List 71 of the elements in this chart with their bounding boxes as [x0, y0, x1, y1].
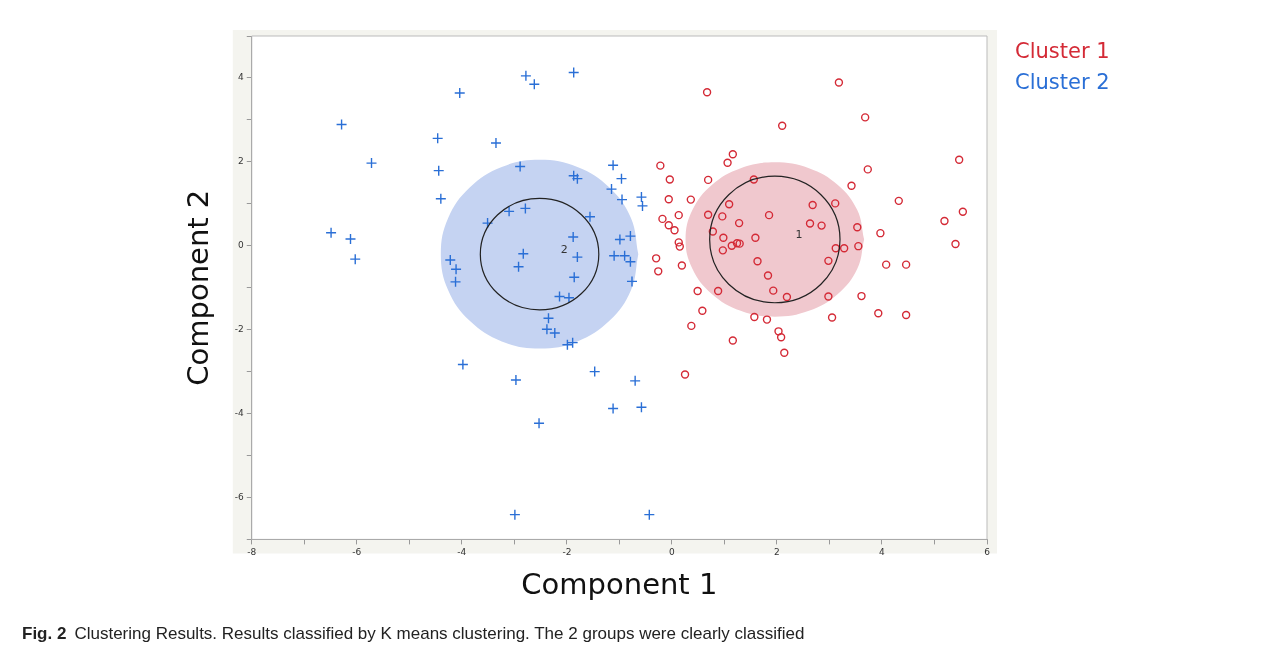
point	[512, 261, 525, 273]
x-tick-label: 6	[984, 547, 991, 558]
point	[571, 251, 584, 263]
point	[629, 375, 641, 387]
point	[365, 157, 378, 169]
point	[517, 248, 529, 260]
point	[643, 508, 656, 521]
point	[503, 205, 515, 218]
point	[344, 233, 357, 245]
point	[571, 172, 584, 185]
point	[449, 276, 462, 288]
point	[510, 374, 522, 386]
x-tick-label: 4	[879, 547, 886, 558]
point	[444, 254, 456, 266]
x-tick-label: 0	[669, 547, 676, 558]
point	[533, 417, 545, 429]
series-label: 1	[795, 228, 803, 242]
point	[568, 169, 580, 182]
point	[325, 227, 337, 239]
point	[636, 200, 649, 212]
text: Cluster 1	[1015, 38, 1110, 65]
point	[563, 292, 575, 304]
point	[624, 230, 637, 242]
point	[509, 508, 521, 521]
point	[520, 70, 532, 82]
point	[626, 275, 638, 288]
point	[608, 250, 620, 262]
y-tick-label: 2	[238, 156, 244, 167]
text: Clustering Results. Results classified by K means clustering. The 2 groups were clearly classified	[74, 624, 805, 643]
point	[490, 137, 502, 149]
point	[615, 172, 628, 185]
point	[553, 290, 566, 303]
point	[614, 233, 626, 246]
series-label: 2	[560, 243, 568, 256]
x-tick-label: 2	[774, 547, 780, 558]
point	[457, 358, 469, 371]
point	[635, 191, 648, 203]
y-tick-label: 4	[238, 72, 245, 83]
y-tick-label: -6	[234, 491, 245, 502]
point	[605, 183, 618, 195]
point	[435, 193, 447, 205]
caption: Fig. 2	[22, 624, 67, 643]
point	[514, 160, 526, 173]
x-tick-label: -8	[247, 547, 257, 558]
text: Cluster 2	[1015, 69, 1110, 96]
point	[335, 118, 348, 131]
point	[635, 401, 648, 413]
x-axis-title: Component 1	[521, 567, 718, 602]
y-tick-label: -4	[234, 407, 245, 418]
point	[589, 365, 601, 378]
point	[568, 271, 580, 283]
point	[519, 202, 532, 215]
point	[450, 263, 462, 275]
point	[454, 87, 466, 99]
point	[568, 66, 580, 79]
point	[349, 253, 361, 265]
point	[433, 164, 445, 177]
y-axis-title: Component 2	[180, 189, 215, 386]
x-tick-label: -4	[457, 547, 467, 558]
point	[542, 312, 555, 325]
point	[607, 402, 619, 415]
point	[584, 211, 596, 223]
point	[567, 231, 579, 243]
x-tick-label: -6	[352, 547, 362, 558]
x-tick-label: -2	[562, 547, 572, 558]
point	[431, 132, 444, 145]
point	[616, 193, 628, 206]
point	[607, 159, 619, 171]
y-tick-label: -2	[234, 323, 244, 334]
point	[528, 78, 541, 90]
y-tick-label: 0	[238, 240, 245, 251]
